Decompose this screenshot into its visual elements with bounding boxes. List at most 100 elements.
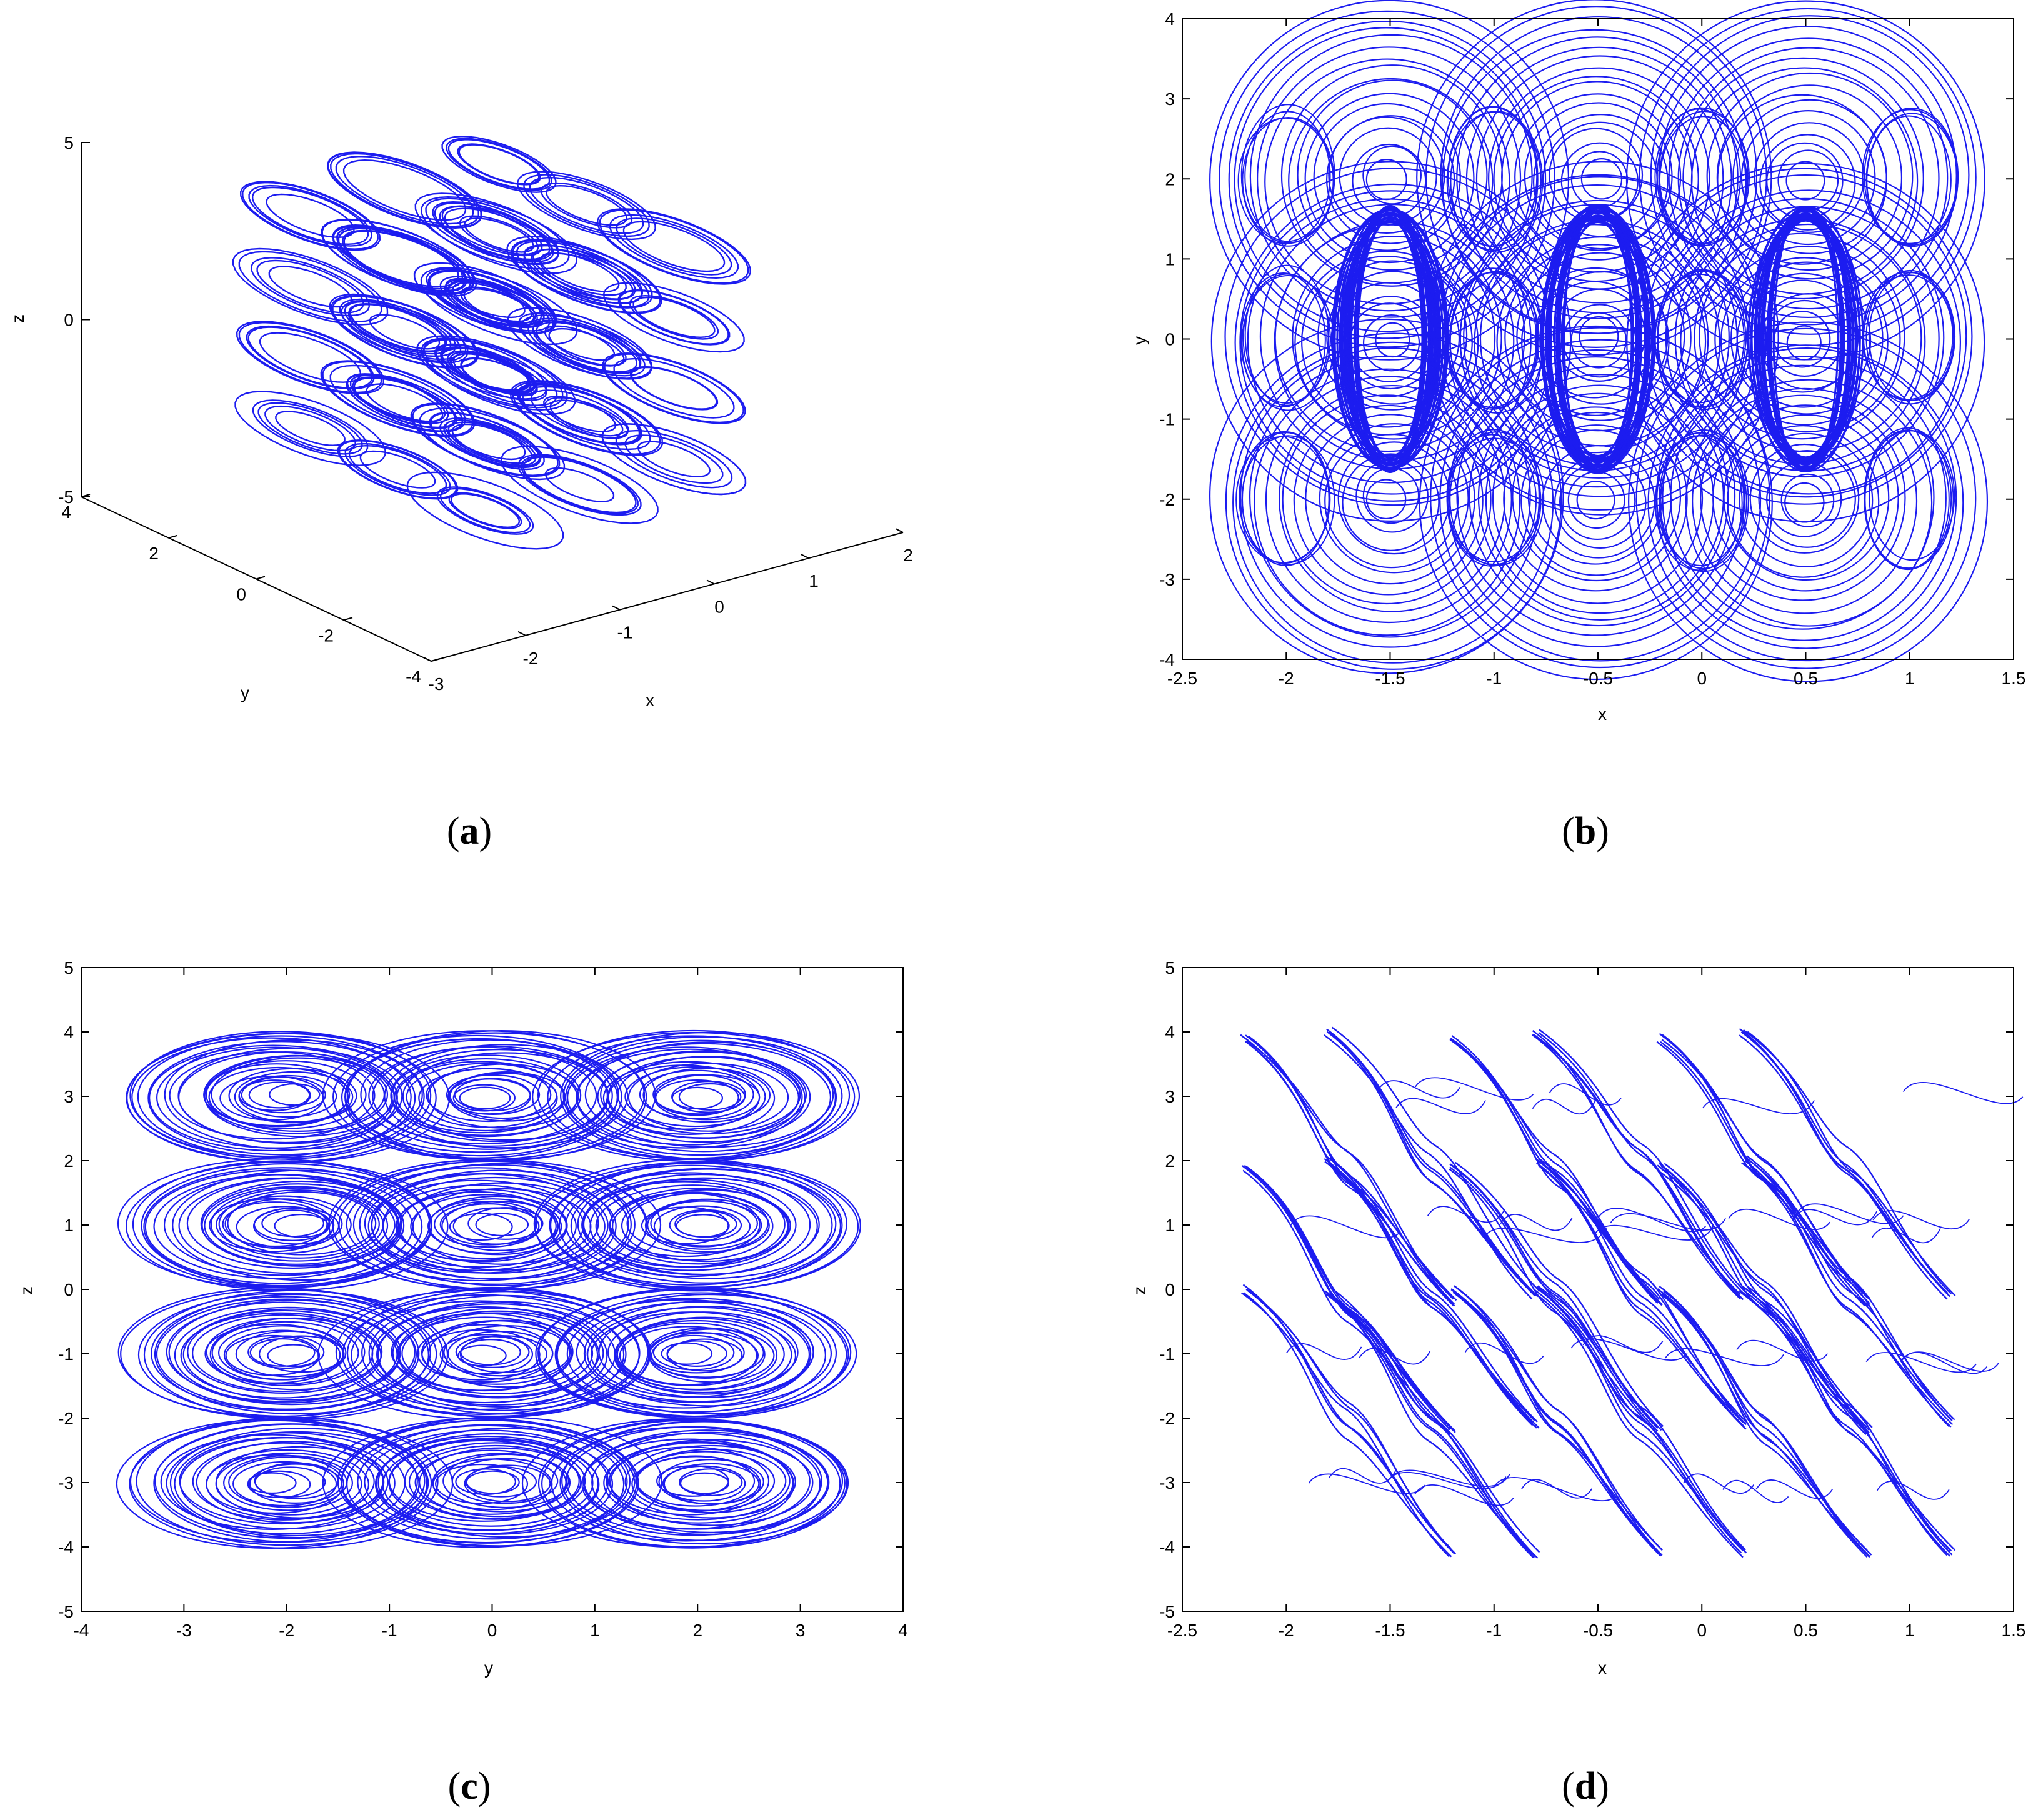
panel-a-scroll-loop	[256, 259, 364, 314]
panel-a-scroll-loop	[523, 244, 636, 301]
panel-c-scroll-ring	[651, 1332, 759, 1379]
panel-a-scroll-loop	[335, 155, 474, 225]
panel-c-scroll-ring	[344, 1032, 647, 1162]
panel-d-band-curve	[1454, 1291, 1663, 1556]
panel-a-scroll-loop	[532, 319, 627, 367]
panel-c-scroll-ring	[120, 1289, 444, 1419]
panel-d-band-curve	[1747, 1285, 1956, 1551]
panel-b-scroll-inner	[1439, 339, 1762, 662]
panel-b-scroll-inner	[1297, 79, 1488, 271]
panel-d-xtick-label: 0.5	[1794, 1621, 1818, 1640]
panel-d-band-curve	[1661, 1292, 1870, 1558]
panel-a-scroll-loop	[599, 209, 749, 284]
panel-c-scroll-ring	[417, 1324, 554, 1383]
panel-a-scroll-loop	[632, 296, 716, 339]
panel-a-scroll-loop	[451, 423, 533, 464]
panel-a-scroll-loop	[426, 268, 545, 328]
panel-b-scroll-inner	[1362, 145, 1422, 205]
panel-c-ytick-label: 4	[64, 1022, 74, 1042]
panel-d-ylabel: z	[1130, 1286, 1149, 1295]
panel-d-band-curve	[1535, 1286, 1744, 1552]
panel-d-band-curve	[1240, 1292, 1450, 1558]
panel-b-ytick-label: -2	[1159, 490, 1175, 509]
panel-d-band-curve	[1246, 1166, 1455, 1432]
panel-c-scroll-ring	[384, 1044, 629, 1149]
panel-b-scroll-inner	[1456, 36, 1739, 319]
panel-a-xtick-mark	[801, 554, 809, 559]
panel-a-scroll-loop	[327, 151, 482, 229]
panel-d-connector-curve	[1570, 1338, 1688, 1361]
panel-c-scroll-ring	[143, 1167, 423, 1287]
panel-a-scroll-loop	[506, 236, 653, 309]
panel-c-ytick-label: 3	[64, 1087, 74, 1106]
panel-b-scroll-inner	[1326, 115, 1455, 244]
panel-d-band-curve	[1534, 1292, 1744, 1558]
panel-b-scroll-inner	[1736, 272, 1872, 408]
panel-c-ytick-label: 5	[64, 958, 74, 978]
panel-a-scroll-loop	[624, 434, 724, 484]
panel-d-band-curve	[1451, 1034, 1660, 1300]
panel-c-scroll-ring	[614, 1316, 797, 1395]
panel-a-scroll-loop	[321, 219, 474, 295]
panel-d-band-curve	[1740, 1031, 1950, 1296]
panel-a-ytick-label: -2	[318, 626, 334, 645]
panel-a-scroll-loop	[609, 214, 739, 279]
panel-a-xtick-mark	[612, 605, 621, 611]
panel-d-connector-curve	[1549, 1083, 1622, 1106]
panel-b-scroll-inner	[1766, 142, 1844, 220]
panel-c-scroll-ring	[551, 1426, 821, 1542]
panel-a-scroll-loop	[613, 358, 735, 419]
panel-c-ytick-label: -3	[58, 1473, 74, 1492]
panel-b-xtick-label: -1	[1486, 669, 1502, 688]
panel-b-xtick-label: -2	[1279, 669, 1294, 688]
panel-d-connector-curve	[1597, 1208, 1706, 1232]
panel-a-scroll-loop	[637, 441, 711, 478]
panel-d-xtick-label: -1	[1486, 1621, 1502, 1640]
panel-a-scroll-loop	[266, 193, 355, 239]
panel-d-xtick-label: 1.5	[2002, 1621, 2026, 1640]
panel-d-connector-curve	[1796, 1203, 1904, 1224]
panel-b-scroll-inner	[1362, 314, 1420, 372]
panel-d-band-curve	[1739, 1291, 1948, 1556]
panel-b-scroll-inner	[1740, 110, 1876, 246]
panel-b-scroll-inner	[1419, 325, 1773, 681]
panel-a-scroll-loop	[529, 176, 644, 234]
panel-a-scroll-loop	[450, 493, 521, 529]
panel-d-ytick-label: -1	[1159, 1344, 1175, 1364]
panel-b-scroll-inner	[1626, 162, 1985, 522]
panel-d-band-curve	[1660, 1165, 1870, 1431]
panel-c-scroll-ring	[581, 1179, 797, 1271]
panel-b-xlabel: x	[1598, 704, 1607, 724]
panel-a-scroll-loop	[616, 218, 732, 276]
panel-a-scroll-loop	[543, 396, 616, 432]
panel-c-scroll-ring	[174, 1306, 401, 1404]
panel-d-connector-curve	[1665, 1348, 1784, 1366]
panel-c-scroll-ring	[410, 1194, 562, 1259]
panel-c-scroll-ring	[164, 1039, 423, 1150]
panel-b-scroll-inner	[1448, 349, 1745, 648]
panel-c-scroll-ring	[679, 1468, 743, 1496]
panel-d-connector-curve	[1285, 1343, 1362, 1360]
panel-d-ytick-label: -4	[1159, 1538, 1175, 1557]
panel-b-scroll-inner	[1766, 461, 1842, 538]
panel-b-scroll-inner	[1416, 0, 1772, 356]
panel-c-scroll-ring	[391, 1054, 582, 1136]
panel-b-side-lobe	[1241, 435, 1335, 566]
panel-c-scroll-ring	[357, 1424, 628, 1540]
panel-a-scroll-loop	[622, 221, 726, 272]
panel-d-xtick-label: -2	[1279, 1621, 1294, 1640]
panel-b-scroll-inner	[1280, 64, 1503, 287]
panel-c-scroll-ring	[371, 1169, 629, 1280]
panel-d-band-curve	[1659, 1032, 1868, 1298]
panel-a-scroll-loop	[346, 373, 449, 424]
panel-c-scroll-ring	[217, 1325, 347, 1381]
panel-c-ytick-label: -4	[58, 1538, 74, 1557]
panel-b-scroll-inner	[1469, 365, 1729, 627]
panel-d-ytick-label: 0	[1165, 1280, 1175, 1299]
panel-c-scroll-ring	[449, 1212, 513, 1241]
panel-b-scroll-inner	[1759, 134, 1856, 231]
panel-a-scroll-loop	[348, 302, 447, 353]
panel-b-scroll-inner	[1224, 168, 1562, 506]
